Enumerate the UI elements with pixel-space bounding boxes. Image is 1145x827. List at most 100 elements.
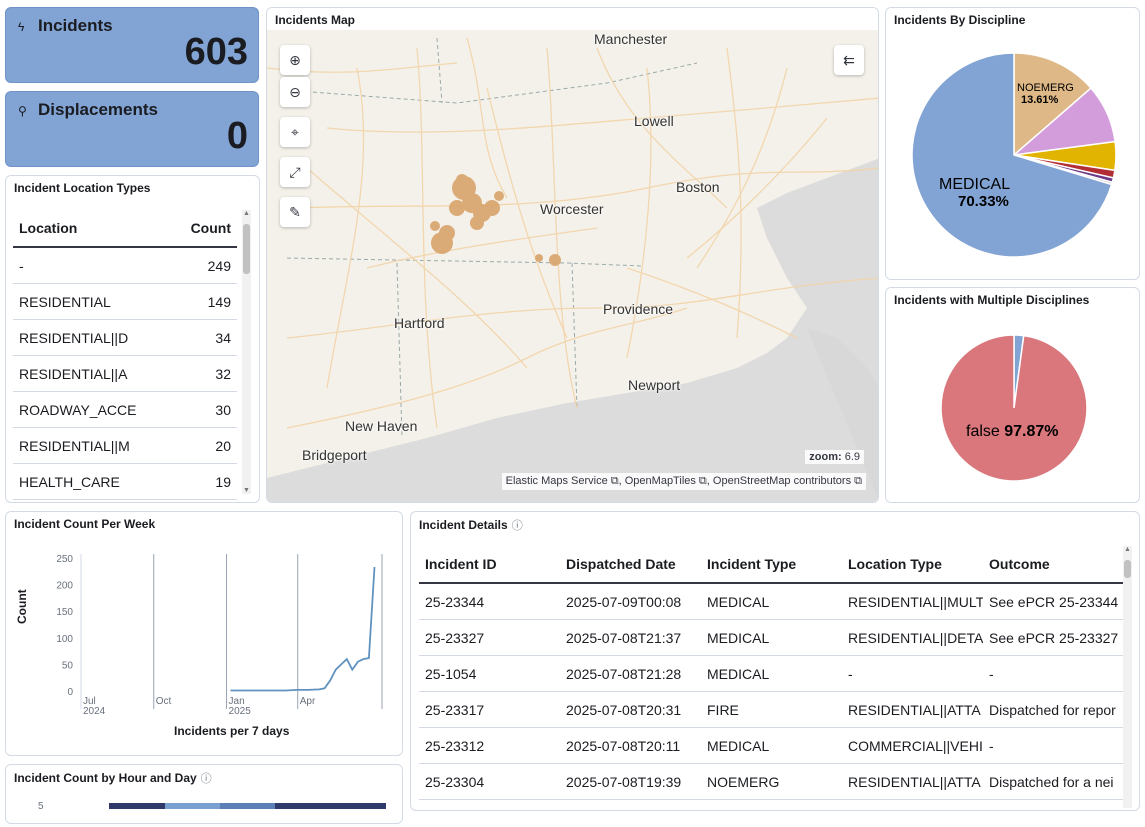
location-type-cell: RESIDENTIAL||ATTA <box>842 763 983 800</box>
noemerg-label: NOEMERG <box>1017 82 1074 94</box>
discipline-pie[interactable] <box>886 8 1140 280</box>
count-cell: 30 <box>169 391 237 428</box>
incident-id-cell: 25-23327 <box>419 619 560 656</box>
city-hartford: Hartford <box>394 315 445 331</box>
details-table: Incident ID Dispatched Date Incident Typ… <box>419 546 1124 800</box>
layers-toggle-button[interactable]: ⇇ <box>834 45 864 75</box>
table-row[interactable]: 25-23344 2025-07-09T00:08 MEDICAL RESIDENTI… <box>419 583 1124 620</box>
city-manchester: Manchester <box>594 31 668 47</box>
city-providence: Providence <box>603 301 674 317</box>
location-types-table: Location Count -249 RESIDENTIAL 149 RESIDEN… <box>13 210 237 500</box>
incidents-value: 603 <box>184 31 248 73</box>
multi-slice-1[interactable] <box>940 334 1088 482</box>
weekly-title: Incident Count Per Week <box>14 517 156 531</box>
dispatched-date-cell: 2025-07-08T20:31 <box>560 691 701 728</box>
location-cell: RESIDENTIAL||A <box>13 355 170 392</box>
incident-type-cell: MEDICAL <box>701 655 842 692</box>
col-count[interactable]: Count <box>169 210 237 248</box>
col-incident-id[interactable]: Incident ID <box>419 546 560 584</box>
y-tick-label: 100 <box>56 634 73 645</box>
discipline-slice-0[interactable] <box>1013 52 1093 157</box>
weekly-series-line[interactable] <box>230 566 376 692</box>
incident-id-cell: 25-23304 <box>419 763 560 800</box>
map-pin-icon: ⚲ <box>18 104 27 118</box>
incident-id-cell: 25-1054 <box>419 655 560 692</box>
col-location-type[interactable]: Location Type <box>842 546 983 584</box>
location-type-cell: COMMERCIAL||VEHI <box>842 727 983 764</box>
multi-discipline-pie[interactable] <box>886 288 1140 503</box>
location-scrollbar[interactable]: ▲ ▼ <box>242 210 251 494</box>
discipline-slice-6[interactable] <box>911 52 1113 258</box>
medical-label: MEDICAL <box>939 176 1011 193</box>
location-cell: RESIDENTIAL||D <box>13 319 170 356</box>
table-row[interactable]: -249 <box>13 247 237 284</box>
zoom-in-button[interactable]: ⊕ <box>280 45 310 75</box>
table-row[interactable]: 25-23317 2025-07-08T20:31 FIRE RESIDENTIAL|… <box>419 691 1124 728</box>
table-row[interactable]: 25-23312 2025-07-08T20:11 MEDICAL COMMERCIA… <box>419 727 1124 764</box>
x-tick-year: 2024 <box>83 706 106 717</box>
details-scrollbar[interactable]: ▲ <box>1123 546 1132 808</box>
table-row[interactable]: RESIDENTIAL||D 34 <box>13 319 237 356</box>
hourday-title: Incident Count by Hour and Day ⓘ <box>14 771 212 785</box>
table-row[interactable]: RESIDENTIAL||M 20 <box>13 427 237 464</box>
table-row[interactable]: ROADWAY_ACCE 30 <box>13 391 237 428</box>
location-type-cell: RESIDENTIAL||ATTA <box>842 691 983 728</box>
table-row[interactable]: RESIDENTIAL 149 <box>13 283 237 320</box>
incident-id-cell: 25-23312 <box>419 727 560 764</box>
incident-type-cell: NOEMERG <box>701 763 842 800</box>
city-newport: Newport <box>628 377 681 393</box>
displacements-label: Displacements <box>38 100 158 119</box>
count-cell: 249 <box>169 247 237 284</box>
x-tick-month: Oct <box>156 696 172 707</box>
x-tick-month: Jan <box>229 696 245 707</box>
x-tick-month: Apr <box>300 696 316 707</box>
heatmap-strip[interactable] <box>54 803 386 809</box>
incident-id-cell: 25-23317 <box>419 691 560 728</box>
info-icon[interactable]: ⓘ <box>200 773 212 785</box>
outcome-cell: See ePCR 25-23344 <box>983 583 1124 620</box>
location-cell: - <box>13 247 170 284</box>
y-tick-label: 50 <box>62 660 74 671</box>
location-cell: HEALTH_CARE <box>13 463 170 500</box>
y-tick-label: 0 <box>67 687 73 698</box>
table-row[interactable]: HEALTH_CARE 19 <box>13 463 237 500</box>
table-row[interactable]: 25-23304 2025-07-08T19:39 NOEMERG RESIDENTI… <box>419 763 1124 800</box>
incident-type-cell: FIRE <box>701 691 842 728</box>
col-location[interactable]: Location <box>13 210 170 248</box>
col-outcome[interactable]: Outcome <box>983 546 1124 584</box>
zoom-out-button[interactable]: ⊖ <box>280 77 310 107</box>
displacements-metric[interactable]: ⚲ Displacements 0 <box>5 91 259 167</box>
locate-button[interactable]: ⌖ <box>280 117 310 147</box>
map-canvas[interactable] <box>267 8 879 503</box>
weekly-panel: Incident Count Per Week 250 200 150 100 50 0 J… <box>5 511 403 756</box>
incident-type-cell: MEDICAL <box>701 619 842 656</box>
x-tick-year: 2025 <box>229 706 252 717</box>
city-new-haven: New Haven <box>345 418 418 434</box>
table-row[interactable]: RESIDENTIAL||A 32 <box>13 355 237 392</box>
details-panel: Incident Details ⓘ Incident ID Dispatched… <box>410 511 1140 811</box>
dispatched-date-cell: 2025-07-09T00:08 <box>560 583 701 620</box>
incident-markers <box>430 174 561 266</box>
bolt-icon: ϟ <box>18 20 25 34</box>
dispatched-date-cell: 2025-07-08T21:28 <box>560 655 701 692</box>
city-worcester: Worcester <box>540 201 604 217</box>
table-row[interactable]: 25-23327 2025-07-08T21:37 MEDICAL RESIDENTI… <box>419 619 1124 656</box>
col-incident-type[interactable]: Incident Type <box>701 546 842 584</box>
count-cell: 32 <box>169 355 237 392</box>
outcome-cell: Dispatched for a nei <box>983 763 1124 800</box>
y-tick-label: 150 <box>56 607 73 618</box>
info-icon[interactable]: ⓘ <box>511 520 523 532</box>
count-cell: 34 <box>169 319 237 356</box>
location-types-panel: Incident Location Types Location Count -… <box>5 175 260 503</box>
location-types-title: Incident Location Types <box>14 181 151 195</box>
col-dispatched-date[interactable]: Dispatched Date <box>560 546 701 584</box>
draw-tool-button[interactable]: ✎ <box>280 197 310 227</box>
location-cell: ROADWAY_ACCE <box>13 391 170 428</box>
location-type-cell: RESIDENTIAL||MULT <box>842 583 983 620</box>
incidents-metric[interactable]: ϟ Incidents 603 <box>5 7 259 83</box>
city-lowell: Lowell <box>634 113 674 129</box>
fullscreen-button[interactable]: ⤢ <box>280 157 310 187</box>
table-row[interactable]: 25-1054 2025-07-08T21:28 MEDICAL - - <box>419 655 1124 692</box>
map-attribution[interactable]: Elastic Maps Service ⧉, OpenMapTiles ⧉, … <box>501 473 866 490</box>
